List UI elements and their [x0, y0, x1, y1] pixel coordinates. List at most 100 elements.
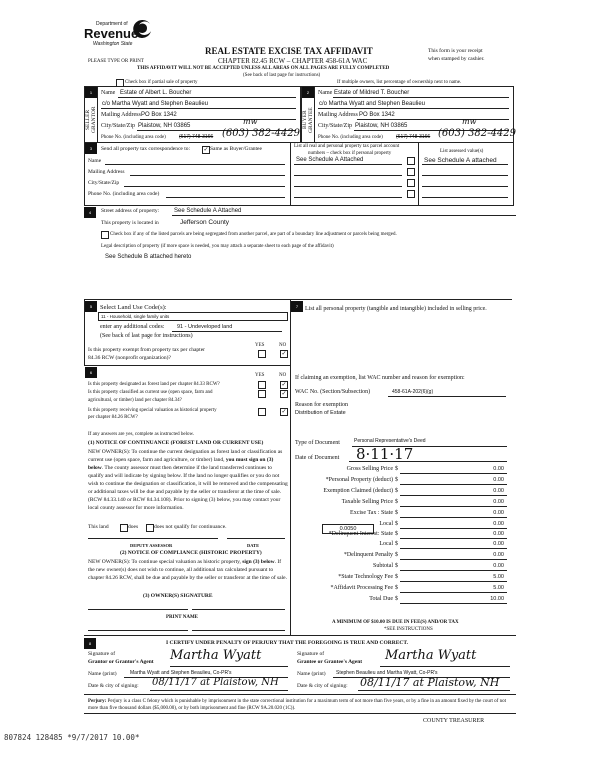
wac-number[interactable]: 458-61A-202(6)(g)	[392, 389, 434, 395]
deputy-assessor-line[interactable]	[88, 538, 218, 539]
does-checkbox[interactable]	[120, 524, 128, 532]
seller-name[interactable]: Estate of Albert L. Boucher	[120, 90, 192, 96]
amount-value[interactable]: 0.00	[493, 552, 504, 558]
personal-property-checkbox[interactable]	[407, 168, 415, 176]
q3-yes-checkbox[interactable]	[258, 408, 266, 416]
amount-value[interactable]: 0.00	[493, 488, 504, 494]
currency-symbol: $	[395, 574, 398, 580]
print-name-line-1[interactable]	[88, 630, 188, 631]
q1-yes-checkbox[interactable]	[258, 381, 266, 389]
amount-value[interactable]: 5.00	[493, 585, 504, 591]
amount-value[interactable]: 0.00	[493, 510, 504, 516]
land-use-select[interactable]: 11 - Household, single family units	[98, 312, 288, 321]
amount-line	[400, 506, 507, 507]
personal-property-checkbox[interactable]	[407, 157, 415, 165]
doc-date[interactable]: 8·11·17	[356, 445, 414, 463]
section6-no-header: NO	[279, 373, 287, 378]
amount-value[interactable]: 0.00	[493, 466, 504, 472]
grantor-date-city[interactable]: 08/11/17 at Plaistow, NH	[152, 677, 279, 688]
corr-mailing-field[interactable]	[130, 175, 285, 176]
grantor-print-name[interactable]: Martha Wyatt and Stephen Beaulieu, Co-PR…	[130, 670, 232, 676]
personal-property-checkbox[interactable]	[407, 179, 415, 187]
doc-type[interactable]: Personal Representative's Deed	[354, 438, 426, 444]
q2-no-checkbox[interactable]: ✓	[280, 390, 288, 398]
amount-value[interactable]: 5.00	[493, 574, 504, 580]
exemption-reason[interactable]: Distribution of Estate	[295, 410, 346, 416]
local-rate-box[interactable]: 0.0050	[322, 524, 374, 534]
buyer-name[interactable]: Estate of Mildred T. Boucher	[334, 90, 410, 96]
currency-symbol: $	[395, 477, 398, 483]
corr-city-label: City/State/Zip	[88, 180, 120, 186]
amount-label: *Personal Property (deduct)	[325, 477, 393, 483]
amount-value[interactable]: 0.00	[493, 477, 504, 483]
buyer-phone[interactable]: (603) 382-4429	[438, 128, 516, 139]
assessed-value[interactable]: See Schedule A attached	[424, 157, 497, 164]
seller-care-of[interactable]: c/o Martha Wyatt and Stephen Beaulieu	[102, 101, 209, 107]
buyer-care-of[interactable]: c/o Martha Wyatt and Stephen Beaulieu	[319, 101, 426, 107]
grantee-date-city[interactable]: 08/11/17 at Plaistow, NH	[360, 676, 500, 689]
print-name-line-2[interactable]	[192, 630, 285, 631]
amount-value[interactable]: 0.00	[493, 541, 504, 547]
personal-property-checkbox[interactable]	[407, 190, 415, 198]
parcel-line[interactable]	[294, 186, 402, 187]
currency-symbol: $	[395, 596, 398, 602]
assessed-line[interactable]	[422, 164, 508, 165]
grantor-signature[interactable]: Martha Wyatt	[170, 648, 262, 663]
amount-value[interactable]: 0.00	[493, 499, 504, 505]
additional-codes[interactable]: 91 - Undeveloped land	[177, 324, 233, 330]
buyer-side-label: BUYER GRANTEE	[302, 107, 314, 133]
corr-phone-field[interactable]	[166, 197, 285, 198]
buyer-city[interactable]: Plaistow, NH 03865	[355, 123, 408, 129]
parcel-line[interactable]	[294, 197, 402, 198]
receipt-note-2: when stamped by cashier.	[428, 56, 485, 62]
does-not-checkbox[interactable]	[146, 524, 154, 532]
parcel-line[interactable]	[294, 175, 402, 176]
segregated-checkbox[interactable]	[101, 231, 109, 239]
acceptance-warning: THIS AFFIDAVIT WILL NOT BE ACCEPTED UNLE…	[137, 66, 390, 71]
grantee-print-name[interactable]: Stephen Beaulieu and Martha Wyatt, Co-PR…	[336, 670, 438, 676]
amount-value[interactable]: 0.00	[493, 563, 504, 569]
assessed-line[interactable]	[422, 175, 508, 176]
seller-city[interactable]: Plaistow, NH 03865	[138, 123, 191, 129]
county[interactable]: Jefferson County	[180, 219, 230, 226]
corr-city-field[interactable]	[124, 186, 285, 187]
q3-no-checkbox[interactable]: ✓	[280, 408, 288, 416]
exempt-no-checkbox[interactable]: ✓	[280, 350, 288, 358]
amount-line	[400, 538, 507, 539]
perjury-label: Perjury:	[88, 699, 107, 704]
exempt-yes-checkbox[interactable]	[258, 350, 266, 358]
corr-name-field[interactable]	[105, 164, 285, 165]
owner-signature-line-1[interactable]	[88, 609, 188, 610]
seller-phone-label: Phone No. (including area code)	[101, 135, 166, 140]
land-use-label: Select Land Use Code(s):	[100, 304, 167, 311]
section5-see-back: (See back of last page for instructions)	[100, 333, 193, 339]
assessed-line[interactable]	[422, 186, 508, 187]
send-correspondence-label: Send all property tax correspondence to:	[101, 146, 191, 152]
deputy-date-line[interactable]	[227, 538, 285, 539]
designation-question-1: Is this property designated as forest la…	[88, 382, 220, 387]
grantee-signature[interactable]: Martha Wyatt	[385, 648, 477, 663]
amount-line	[400, 592, 507, 593]
amount-value[interactable]: 10.00	[490, 596, 504, 602]
amount-label: *Delinquent Penalty	[343, 552, 393, 558]
assessed-line[interactable]	[422, 197, 508, 198]
same-as-buyer-checkbox[interactable]: ✓	[202, 146, 210, 154]
legal-description[interactable]: See Schedule B attached hereto	[105, 254, 192, 260]
seller-mailing[interactable]: PO Box 1342	[141, 112, 177, 118]
owner-signature-line-2[interactable]	[192, 609, 285, 610]
notice-continuance-title: (1) NOTICE OF CONTINUANCE (FOREST LAND O…	[88, 440, 264, 446]
amount-line	[400, 581, 507, 582]
q1-no-checkbox[interactable]: ✓	[280, 381, 288, 389]
buyer-mailing[interactable]: PO Box 1342	[359, 112, 395, 118]
parcel-line[interactable]	[294, 164, 402, 165]
amount-label: Local	[379, 521, 393, 527]
q2-yes-checkbox[interactable]	[258, 390, 266, 398]
corr-name-label: Name	[88, 158, 102, 164]
parcel-header-2: numbers – check box if personal property	[308, 151, 392, 156]
amount-value[interactable]: 0.00	[493, 531, 504, 537]
street-address[interactable]: See Schedule A Attached	[174, 208, 242, 214]
amount-value[interactable]: 0.00	[493, 521, 504, 527]
cashier-stamp: 807824 128485 *9/7/2017 10.00*	[4, 733, 140, 742]
seller-phone[interactable]: (603) 382-4429	[222, 128, 300, 139]
parcel-number[interactable]: See Schedule A Attached	[296, 157, 364, 163]
